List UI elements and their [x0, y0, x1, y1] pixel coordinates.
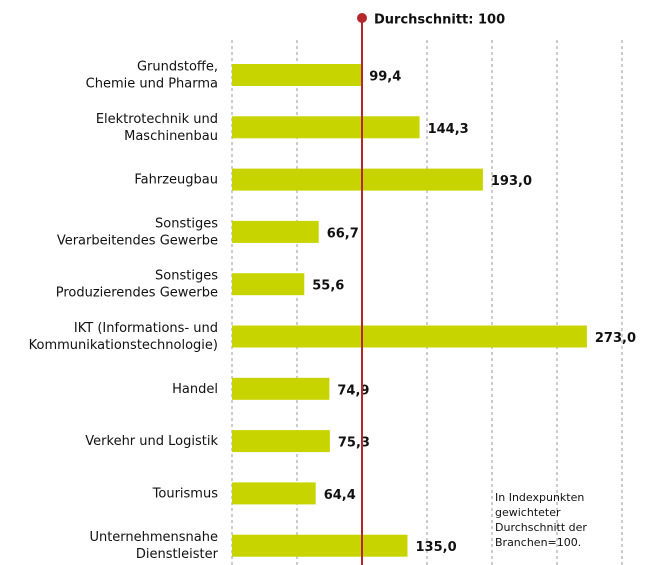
bar: [232, 534, 408, 557]
category-label: Elektrotechnik und Maschinenbau: [96, 111, 218, 143]
bar: [232, 430, 330, 453]
bar: [232, 116, 420, 139]
bar: [232, 377, 330, 400]
category-label: Handel: [172, 381, 218, 396]
reference-label: Durchschnitt: 100: [374, 13, 505, 28]
value-label: 55,6: [312, 279, 344, 294]
bar: [232, 325, 587, 348]
value-label: 75,3: [338, 436, 370, 451]
value-label: 193,0: [491, 174, 532, 189]
value-label: 64,4: [324, 488, 356, 503]
value-label: 144,3: [428, 122, 469, 137]
category-label: Unternehmensnahe Dienstleister: [89, 530, 218, 562]
bar: [232, 273, 305, 296]
category-label: Verkehr und Logistik: [85, 434, 218, 449]
category-label: Tourismus: [152, 486, 219, 501]
value-label: 74,9: [337, 383, 369, 398]
bar: [232, 220, 319, 243]
note: In Indexpunkten gewichteter Durchschnitt d…: [495, 491, 587, 549]
bar: [232, 64, 362, 86]
bar: [232, 168, 483, 191]
value-label: 273,0: [595, 331, 636, 346]
category-label: IKT (Informations- und Kommunikationstech…: [29, 321, 218, 353]
category-label: Grundstoffe, Chemie und Pharma: [86, 59, 218, 91]
value-label: 99,4: [369, 70, 401, 85]
value-label: 135,0: [416, 540, 457, 555]
value-label: 66,7: [327, 226, 359, 241]
reference-dot: [357, 13, 367, 23]
category-label: Sonstiges Produzierendes Gewerbe: [56, 268, 219, 300]
category-label: Sonstiges Verarbeitendes Gewerbe: [57, 216, 218, 248]
bar: [232, 482, 316, 505]
category-label: Fahrzeugbau: [134, 172, 218, 187]
